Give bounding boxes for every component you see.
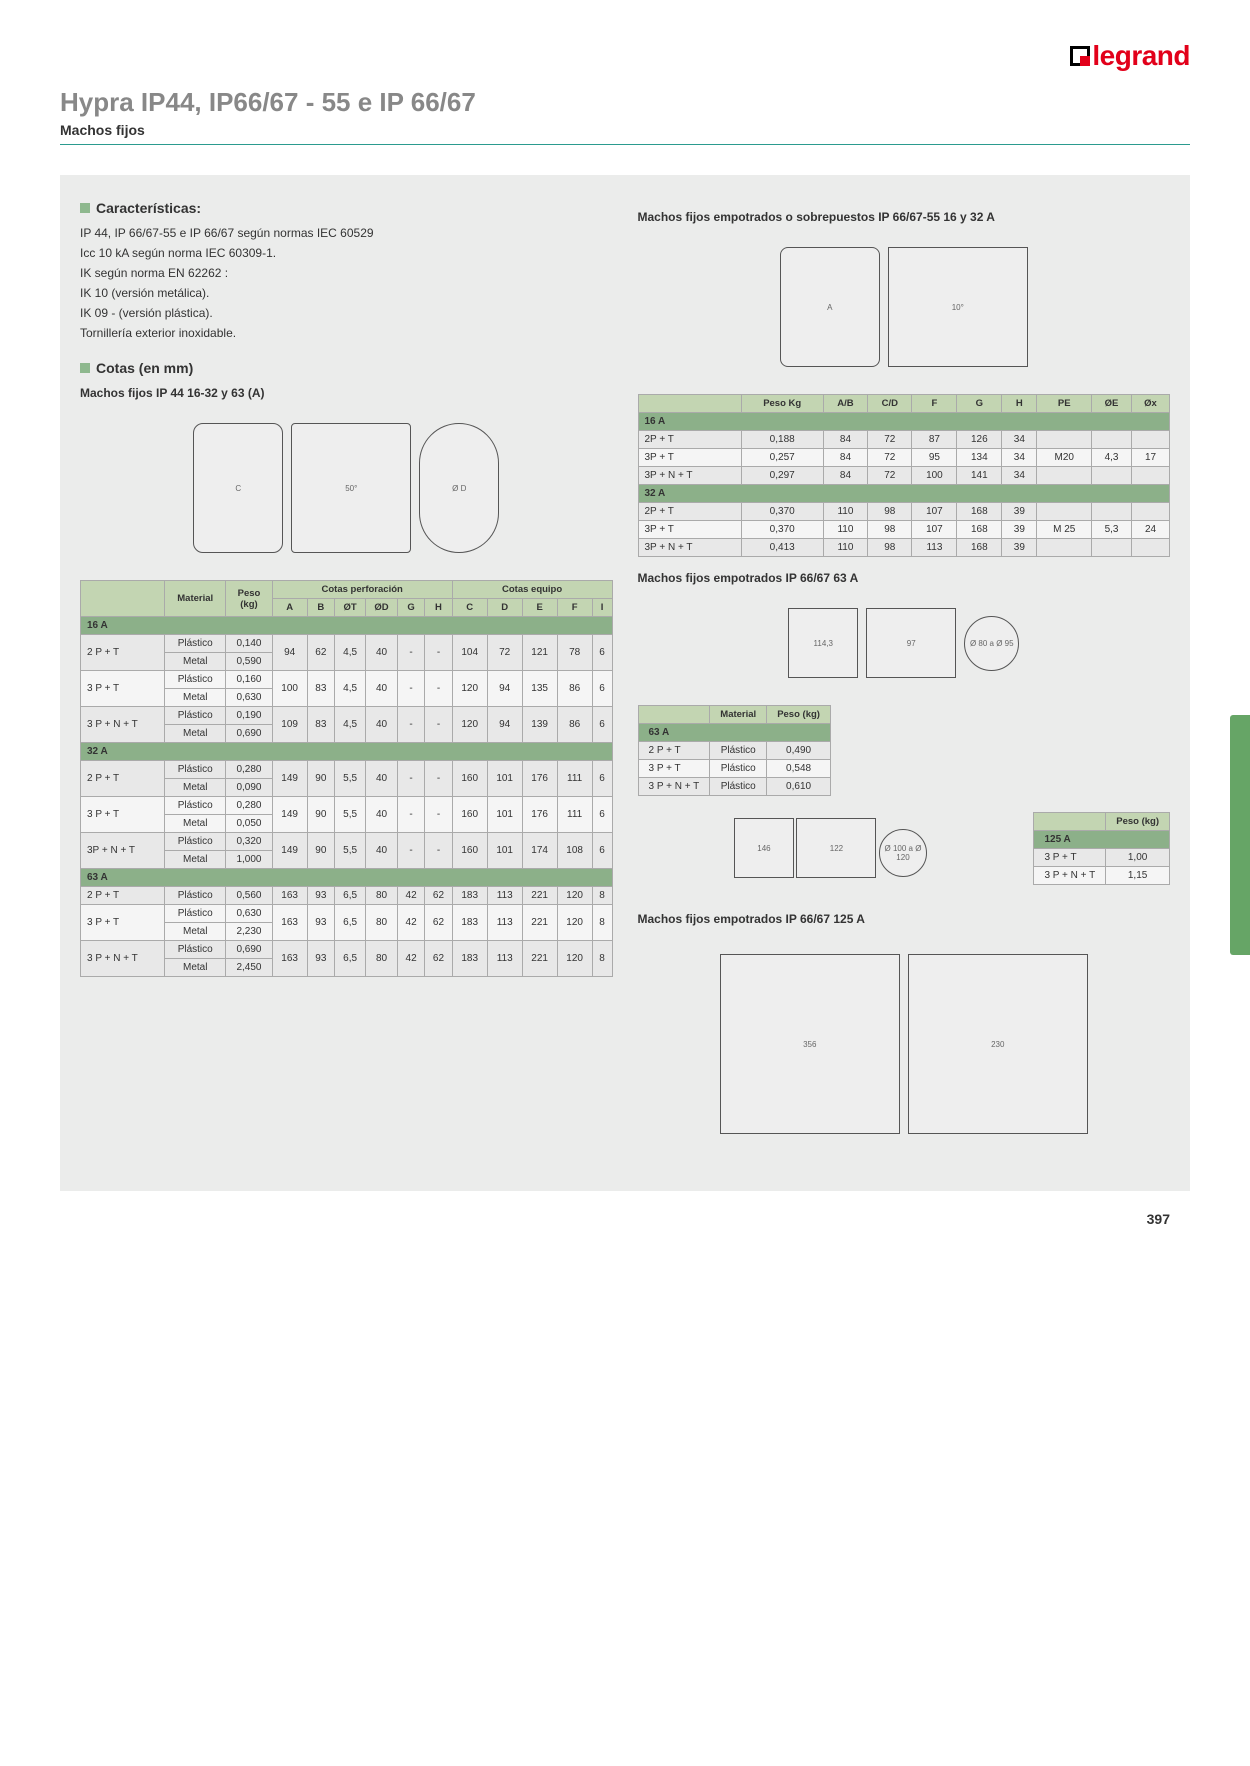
index-tab [1230, 715, 1250, 955]
page-number: 397 [60, 1211, 1190, 1227]
left-column: Características: IP 44, IP 66/67-55 e IP… [80, 200, 613, 1166]
right-table-3: Peso (kg)125 A3 P + T1,003 P + N + T1,15 [1033, 812, 1170, 885]
right-drawings-3: 146 122 Ø 100 a Ø 120 Peso (kg)125 A3 P … [638, 810, 1171, 900]
right-drawings-1: A 10° [638, 232, 1171, 382]
right-section2-title: Machos fijos empotrados IP 66/67 63 A [638, 571, 1171, 585]
brand-logo: legrand [60, 40, 1190, 72]
right-drawings-2: 114,3 97 Ø 80 a Ø 95 [638, 593, 1171, 693]
left-drawings: C 50° Ø D [80, 408, 613, 568]
right-section3-title: Machos fijos empotrados IP 66/67 125 A [638, 912, 1171, 926]
right-section1-title: Machos fijos empotrados o sobrepuestos I… [638, 210, 1171, 224]
cotas-heading: Cotas (en mm) [80, 360, 613, 376]
characteristics-body: IP 44, IP 66/67-55 e IP 66/67 según norm… [80, 224, 613, 342]
right-table-1: Peso KgA/BC/DFGHPEØEØx16 A2P + T0,188847… [638, 394, 1171, 557]
left-table: MaterialPeso(kg)Cotas perforaciónCotas e… [80, 580, 613, 977]
page-subtitle: Machos fijos [60, 122, 1190, 145]
left-section-title: Machos fijos IP 44 16-32 y 63 (A) [80, 386, 613, 400]
content-area: Características: IP 44, IP 66/67-55 e IP… [60, 175, 1190, 1191]
right-column: Machos fijos empotrados o sobrepuestos I… [638, 200, 1171, 1166]
right-table-2: MaterialPeso (kg)63 A2 P + TPlástico0,49… [638, 705, 831, 796]
page-title: Hypra IP44, IP66/67 - 55 e IP 66/67 [60, 87, 1190, 118]
characteristics-heading: Características: [80, 200, 613, 216]
right-drawings-4: 356 230 [638, 934, 1171, 1154]
